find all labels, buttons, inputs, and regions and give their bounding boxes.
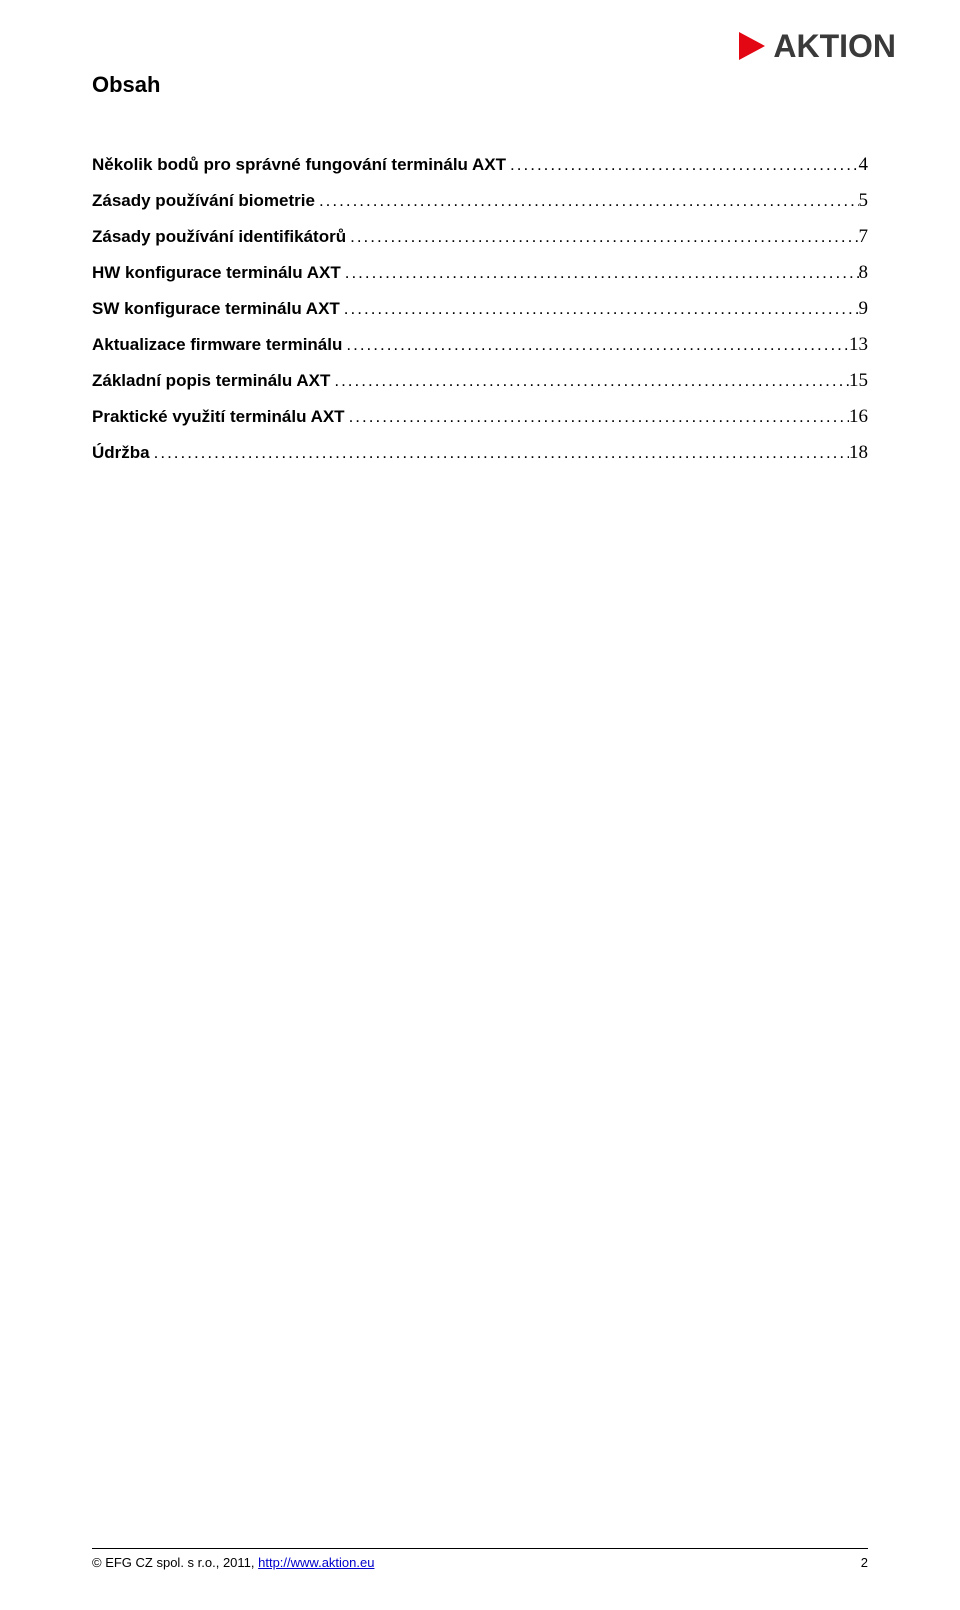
toc-row[interactable]: Několik bodů pro správné fungování termi… (92, 154, 868, 176)
toc-page-number: 16 (849, 406, 868, 428)
footer-copyright: © EFG CZ spol. s r.o., 2011, http://www.… (92, 1555, 374, 1570)
footer-line: © EFG CZ spol. s r.o., 2011, http://www.… (92, 1548, 868, 1570)
toc-label: Základní popis terminálu AXT (92, 371, 330, 391)
page-title: Obsah (92, 72, 868, 98)
toc-leader (341, 263, 859, 283)
toc-row[interactable]: Údržba 18 (92, 442, 868, 464)
toc-page-number: 4 (859, 154, 869, 176)
toc-label: Několik bodů pro správné fungování termi… (92, 155, 506, 175)
toc-leader (340, 299, 859, 319)
brand-logo: aktion (737, 30, 896, 62)
table-of-contents: Několik bodů pro správné fungování termi… (92, 154, 868, 464)
toc-page-number: 7 (859, 226, 869, 248)
toc-label: SW konfigurace terminálu AXT (92, 299, 340, 319)
footer-link[interactable]: http://www.aktion.eu (258, 1555, 374, 1570)
toc-row[interactable]: SW konfigurace terminálu AXT 9 (92, 298, 868, 320)
footer-page-number: 2 (861, 1555, 868, 1570)
toc-page-number: 13 (849, 334, 868, 356)
toc-label: HW konfigurace terminálu AXT (92, 263, 341, 283)
toc-leader (315, 191, 859, 211)
toc-page-number: 9 (859, 298, 869, 320)
toc-leader (330, 371, 849, 391)
toc-row[interactable]: HW konfigurace terminálu AXT 8 (92, 262, 868, 284)
toc-row[interactable]: Praktické využití terminálu AXT 16 (92, 406, 868, 428)
toc-row[interactable]: Základní popis terminálu AXT 15 (92, 370, 868, 392)
play-icon (737, 30, 767, 62)
toc-label: Zásady používání identifikátorů (92, 227, 346, 247)
document-page: aktion Obsah Několik bodů pro správné fu… (0, 0, 960, 1610)
toc-leader (346, 227, 858, 247)
toc-page-number: 5 (859, 190, 869, 212)
toc-row[interactable]: Zásady používání identifikátorů 7 (92, 226, 868, 248)
toc-label: Praktické využití terminálu AXT (92, 407, 345, 427)
toc-label: Údržba (92, 443, 150, 463)
copyright-text: © EFG CZ spol. s r.o., 2011, (92, 1555, 258, 1570)
brand-name: aktion (773, 30, 896, 62)
toc-leader (345, 407, 849, 427)
toc-row[interactable]: Aktualizace firmware terminálu 13 (92, 334, 868, 356)
toc-page-number: 18 (849, 442, 868, 464)
toc-label: Zásady používání biometrie (92, 191, 315, 211)
toc-leader (150, 443, 849, 463)
toc-label: Aktualizace firmware terminálu (92, 335, 342, 355)
toc-page-number: 8 (859, 262, 869, 284)
toc-leader (342, 335, 849, 355)
toc-row[interactable]: Zásady používání biometrie 5 (92, 190, 868, 212)
toc-leader (506, 155, 858, 175)
toc-page-number: 15 (849, 370, 868, 392)
page-footer: © EFG CZ spol. s r.o., 2011, http://www.… (0, 1548, 960, 1570)
